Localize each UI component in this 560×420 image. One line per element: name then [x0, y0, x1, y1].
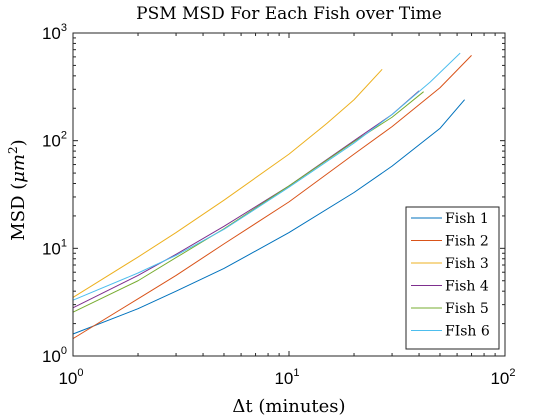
- legend-label-6: FIsh 6: [445, 324, 490, 340]
- y-axis-label-exp: 2: [6, 146, 20, 154]
- y-tick-exp: 1: [61, 237, 67, 249]
- y-axis-label: MSD (μm2): [6, 139, 29, 240]
- x-tick-label: 101: [274, 367, 299, 388]
- y-tick-exp: 2: [61, 130, 67, 142]
- series-line-2: [72, 55, 472, 340]
- y-tick-base: 10: [42, 24, 61, 43]
- x-tick-label: 102: [490, 367, 515, 388]
- y-tick-base: 10: [42, 239, 61, 258]
- x-tick-base: 10: [274, 369, 293, 388]
- series-line-5: [72, 91, 424, 313]
- legend-label-2: Fish 2: [445, 234, 489, 250]
- x-tick-base: 10: [58, 369, 77, 388]
- y-tick-label: 103: [42, 22, 67, 43]
- y-tick-base: 10: [42, 347, 61, 366]
- x-axis-label: Δt (minutes): [232, 396, 345, 417]
- legend-label-5: Fish 5: [445, 301, 489, 317]
- series-layer: [72, 52, 472, 340]
- legend-box: [405, 206, 500, 350]
- x-tick-exp: 0: [77, 367, 83, 379]
- y-tick-exp: 0: [61, 345, 67, 357]
- legend-label-3: Fish 3: [445, 256, 489, 272]
- y-tick-base: 10: [42, 132, 61, 151]
- y-axis-label-main: MSD (: [8, 183, 29, 241]
- legend-label-4: Fish 4: [445, 279, 489, 295]
- y-tick-label: 100: [42, 345, 67, 366]
- series-line-6: [72, 52, 461, 301]
- y-tick-label: 101: [42, 237, 67, 258]
- axes-box: [72, 32, 506, 357]
- y-axis-label-unit: μm: [8, 154, 29, 183]
- x-tick-exp: 2: [509, 367, 515, 379]
- y-tick-exp: 3: [61, 22, 67, 34]
- y-axis-label-close: ): [8, 139, 29, 146]
- series-line-3: [72, 68, 383, 298]
- x-tick-exp: 1: [293, 367, 299, 379]
- x-tick-label: 100: [58, 367, 83, 388]
- y-tick-label: 102: [42, 130, 67, 151]
- chart-title: PSM MSD For Each Fish over Time: [136, 4, 442, 24]
- x-tick-base: 10: [490, 369, 509, 388]
- legend-label-1: Fish 1: [445, 211, 489, 227]
- legend: Fish 1 Fish 2 Fish 3 Fish 4 Fish 5 FIsh 6: [405, 206, 500, 350]
- series-line-1: [72, 99, 465, 335]
